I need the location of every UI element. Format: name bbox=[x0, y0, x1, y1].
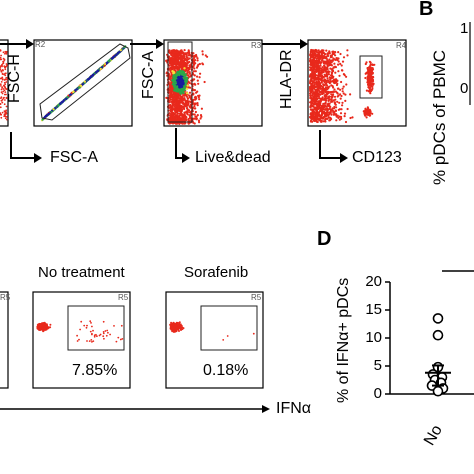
gating-plot-fsc bbox=[33, 39, 133, 127]
data-point bbox=[432, 313, 444, 324]
ifn-xlabel: IFNα bbox=[276, 400, 312, 417]
sorafenib-gate: R5 bbox=[251, 293, 262, 302]
panel-d-ylabel: % of IFNα+ pDCs bbox=[335, 277, 352, 403]
ifn-plot-no-treatment bbox=[32, 291, 131, 389]
plot1-ylabel: FSC-H bbox=[6, 54, 23, 103]
sorafenib-title: Sorafenib bbox=[184, 264, 249, 281]
plot3-ylabel: HLA-DR bbox=[278, 49, 295, 109]
plot1-xlabel: FSC-A bbox=[50, 149, 98, 166]
panel-b-tick-top: 1 bbox=[460, 20, 469, 37]
plot3-xlabel: CD123 bbox=[352, 149, 402, 166]
panel-b-tick-bottom: 0 bbox=[460, 80, 469, 97]
data-point bbox=[432, 385, 444, 397]
no-treatment-title: No treatment bbox=[38, 264, 125, 281]
y-tick-label: 5 bbox=[373, 357, 382, 374]
no-treatment-gate: R5 bbox=[118, 293, 129, 302]
plot2-gate: R3 bbox=[251, 41, 262, 50]
panel-b-letter: B bbox=[419, 0, 434, 20]
plot3-gate: R4 bbox=[396, 41, 407, 50]
y-tick-label: 20 bbox=[365, 273, 382, 290]
panel-d-chart bbox=[385, 270, 474, 397]
y-tick-label: 0 bbox=[373, 385, 382, 402]
panel-d-letter: D bbox=[317, 228, 332, 250]
gating-plot-0 bbox=[0, 39, 9, 127]
plot2-xlabel: Live&dead bbox=[195, 149, 271, 166]
y-tick-label: 10 bbox=[365, 329, 382, 346]
no-treatment-percent: 7.85% bbox=[72, 362, 118, 379]
ifn-left-gate: R5 bbox=[0, 293, 11, 302]
ifn-plot-sorafenib bbox=[165, 291, 264, 389]
gating-plot-live bbox=[163, 39, 263, 127]
plot1-gate: R2 bbox=[35, 40, 46, 49]
gating-plot-hla bbox=[307, 39, 407, 127]
ifn-plot-left bbox=[0, 291, 9, 389]
axis-arrows bbox=[10, 128, 342, 159]
panel-b-ylabel: % pDCs of PBMC bbox=[430, 49, 449, 185]
y-tick-label: 15 bbox=[365, 301, 382, 318]
sorafenib-percent: 0.18% bbox=[203, 362, 249, 379]
data-point bbox=[432, 329, 444, 341]
plot2-ylabel: FSC-A bbox=[140, 51, 157, 99]
